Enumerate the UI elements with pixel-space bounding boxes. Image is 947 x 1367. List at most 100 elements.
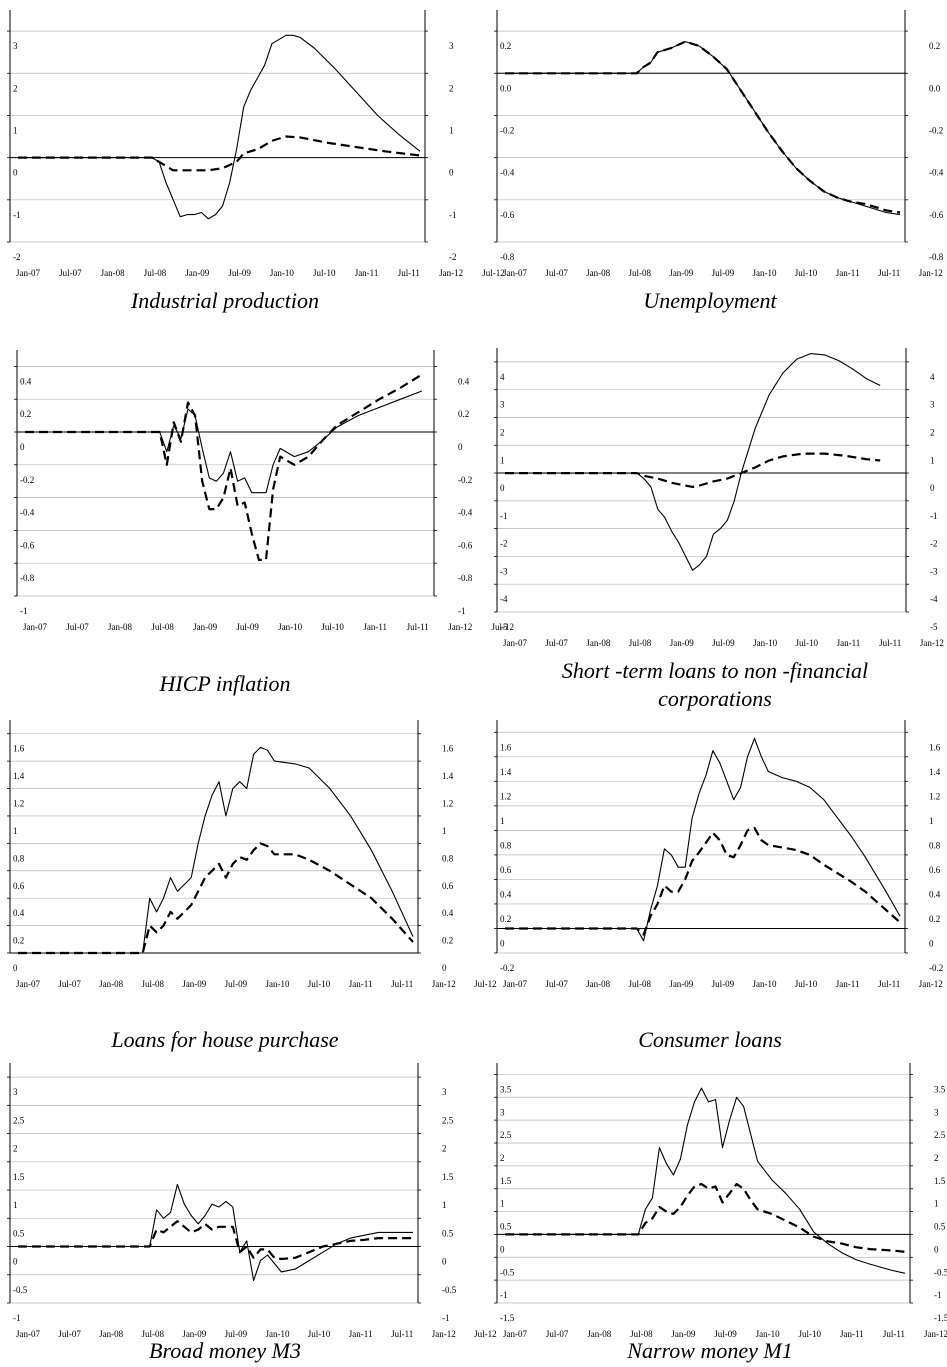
x-tick-label: Jul-10 [795,979,818,989]
y-tick-label-left: 3 [13,41,18,51]
y-tick-label-left: 0.2 [500,914,511,924]
y-tick-label-left: 3.5 [500,1084,512,1094]
x-tick-label: Jul-08 [629,638,652,648]
x-tick-label: Jul-12 [474,979,497,989]
y-tick-label-left: -0.5 [13,1285,28,1295]
x-tick-label: Jan-12 [432,1329,456,1339]
chart-loans-house-purchase: 0 0 0.2 0.2 0.4 0.4 0.6 0.6 0.8 0.8 1 1 1.2 1.2 1.4 1.4… [7,720,497,989]
y-tick-label-left: -2 [13,252,21,262]
x-tick-label: Jul-10 [308,979,331,989]
y-tick-label-right: 2.5 [442,1115,454,1125]
y-tick-label-left: 2 [13,1144,18,1154]
y-tick-label-right: 1 [442,1200,447,1210]
y-tick-label-right: 0.2 [929,41,940,51]
y-tick-label-left: 2.5 [500,1130,512,1140]
y-tick-label-right: -4 [930,594,938,604]
series-line-solid [505,353,881,571]
caption-industrial-production: Industrial production [130,288,320,313]
chart-unemployment: -0.8 -0.8 -0.6 -0.6 -0.4 -0.4 -0.2 -0.2 0.0 0.0 0.… [494,10,944,278]
x-tick-label: Jan-10 [756,1329,780,1339]
y-tick-label-left: 0.4 [20,376,32,386]
x-tick-label: Jan-07 [16,1329,40,1339]
x-tick-label: Jul-12 [482,268,505,278]
y-tick-label-left: 1 [13,1200,18,1210]
y-tick-label-right: -0.5 [442,1285,457,1295]
x-tick-label: Jul-07 [66,622,89,632]
x-tick-label: Jan-08 [101,268,125,278]
series-line-dashed [505,826,901,936]
y-tick-label-left: -0.4 [500,168,515,178]
y-tick-label-right: 0.2 [442,936,453,946]
y-tick-label-left: 0 [13,1257,18,1267]
series-line-solid [18,1183,413,1281]
x-tick-label: Jul-10 [321,622,344,632]
y-tick-label-left: -0.2 [500,125,514,135]
y-tick-label-right: -3 [930,566,938,576]
x-tick-label: Jan-09 [182,1329,206,1339]
x-tick-label: Jul-08 [628,979,651,989]
y-tick-label-left: 3 [500,400,505,410]
y-tick-label-left: -0.5 [500,1267,515,1277]
y-tick-label-left: -4 [500,594,508,604]
y-tick-label-left: -0.4 [20,508,35,518]
y-tick-label-left: 0.4 [500,889,512,899]
y-tick-label-left: 0.8 [500,840,512,850]
y-tick-label-right: 2 [442,1144,447,1154]
y-tick-label-right: 0.6 [442,881,454,891]
y-tick-label-left: -0.8 [500,252,515,262]
x-tick-label: Jul-09 [714,1329,737,1339]
y-tick-label-right: 1.4 [442,771,454,781]
x-tick-label: Jul-09 [712,268,735,278]
x-tick-label: Jan-12 [919,979,943,989]
y-tick-label-left: 0.2 [20,409,31,419]
y-tick-label-right: -0.8 [458,573,473,583]
x-tick-label: Jan-08 [586,979,610,989]
chart-industrial-production: -2 -2 -1 -1 0 0 1 1 2 2 3 3 Jan-07 Jul-07 Jan-08 Jul-08… [7,10,505,278]
y-tick-label-right: 0.6 [929,865,941,875]
series-line-solid [25,390,423,494]
y-tick-label-left: -1 [13,1313,21,1323]
x-tick-label: Jul-11 [883,1329,905,1339]
y-tick-label-left: 1.6 [13,744,25,754]
y-tick-label-right: 0.2 [929,914,940,924]
y-tick-label-right: 0 [449,168,454,178]
x-tick-label: Jul-09 [712,638,735,648]
y-tick-label-right: 3 [449,41,454,51]
x-tick-label: Jul-09 [236,622,259,632]
y-tick-label-left: -0.2 [500,963,514,973]
caption-unemployment: Unemployment [643,288,777,313]
y-tick-label-right: -0.6 [929,210,944,220]
y-tick-label-left: -1 [13,210,21,220]
y-tick-label-left: 1.6 [500,742,512,752]
y-tick-label-left: -0.8 [20,573,35,583]
y-tick-label-right: 0 [442,963,447,973]
x-tick-label: Jan-09 [670,638,694,648]
x-tick-label: Jul-07 [58,1329,81,1339]
y-tick-label-left: 1 [500,816,505,826]
series-line-dashed [25,373,423,561]
series-line-dashed [505,40,901,214]
series-line-dashed [18,135,421,172]
y-tick-label-right: -2 [449,252,457,262]
x-tick-label: Jul-10 [798,1329,821,1339]
y-tick-label-left: 1.2 [500,791,511,801]
y-tick-label-left: 1.2 [13,799,24,809]
x-tick-label: Jul-09 [225,979,248,989]
x-tick-label: Jan-11 [349,979,373,989]
y-tick-label-right: 0.5 [934,1222,946,1232]
x-tick-label: Jan-07 [503,979,527,989]
y-tick-label-left: 0 [13,963,18,973]
y-tick-label-left: 0.8 [13,853,25,863]
x-tick-label: Jul-11 [407,622,429,632]
y-tick-label-left: 0.6 [13,881,25,891]
y-tick-label-left: 0.0 [500,83,512,93]
x-tick-label: Jul-07 [546,1329,569,1339]
x-tick-label: Jan-08 [586,268,610,278]
y-tick-label-right: 0.4 [442,908,454,918]
x-tick-label: Jan-10 [270,268,294,278]
x-tick-label: Jan-11 [355,268,379,278]
y-tick-label-right: 0 [930,483,935,493]
y-tick-label-right: 0.2 [458,409,469,419]
y-tick-label-left: 0 [500,483,505,493]
